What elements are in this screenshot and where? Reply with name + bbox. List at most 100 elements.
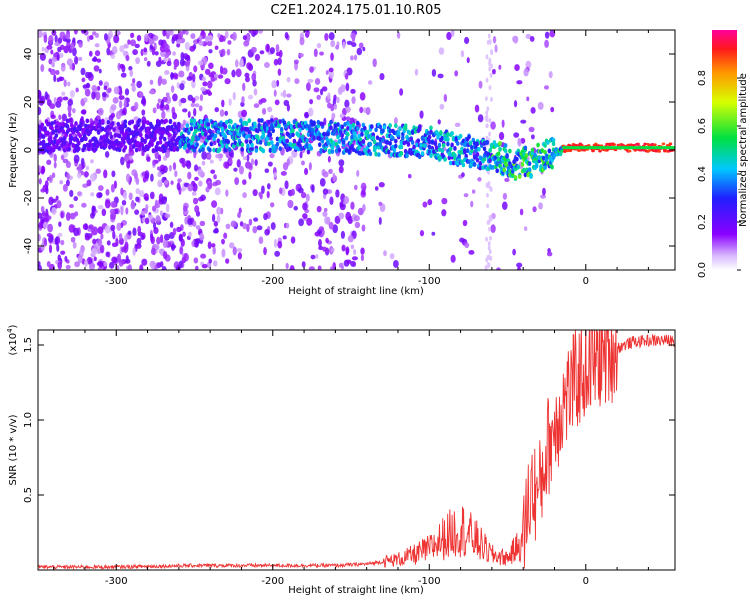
noise-mark: [273, 171, 277, 178]
noise-mark: [89, 34, 94, 41]
signal-band-mark: [581, 146, 584, 150]
noise-mark: [332, 224, 338, 234]
noise-mark: [150, 262, 155, 270]
signal-mark: [278, 138, 283, 144]
signal-mark: [162, 128, 167, 134]
noise-mark: [40, 205, 45, 213]
noise-mark: [282, 89, 287, 99]
noise-mark: [280, 92, 284, 97]
signal-mark: [327, 149, 332, 155]
noise-mark: [186, 160, 192, 170]
colorbar-label: Normalized spectral amplitude: [738, 73, 749, 227]
spectrogram-y-label: Frequency (Hz): [8, 112, 19, 188]
signal-mark: [340, 124, 345, 130]
noise-mark: [48, 67, 52, 73]
noise-mark: [328, 67, 334, 73]
noise-mark: [284, 180, 289, 190]
noise-mark: [258, 191, 263, 198]
noise-mark: [346, 259, 352, 264]
signal-mark: [109, 134, 114, 140]
noise-mark: [213, 73, 219, 79]
signal-mark: [189, 118, 194, 123]
signal-mark: [255, 128, 260, 134]
noise-mark: [309, 66, 314, 73]
signal-mark: [320, 138, 325, 144]
noise-mark: [358, 42, 364, 49]
noise-mark: [86, 256, 93, 265]
signal-mark: [143, 138, 147, 144]
noise-mark: [38, 89, 42, 99]
stripe-mark: [485, 77, 489, 83]
noise-mark: [159, 210, 163, 217]
noise-mark: [419, 230, 425, 237]
noise-mark: [154, 150, 159, 160]
noise-mark: [95, 168, 101, 174]
noise-mark: [264, 168, 270, 173]
noise-mark: [84, 259, 88, 268]
signal-band-mark: [603, 146, 606, 150]
noise-mark: [502, 192, 508, 200]
y-tick-label: 1.5: [23, 337, 34, 353]
stripe-mark: [487, 245, 491, 251]
signal-mark: [233, 122, 238, 128]
noise-mark: [97, 226, 104, 235]
noise-mark: [93, 65, 100, 72]
noise-mark: [275, 43, 280, 53]
signal-mark: [355, 120, 360, 126]
signal-mark: [88, 142, 92, 148]
noise-mark: [77, 254, 83, 264]
noise-mark: [136, 80, 143, 89]
noise-mark: [83, 171, 90, 178]
signal-mark: [160, 134, 164, 139]
signal-mark: [612, 143, 616, 146]
noise-mark: [53, 153, 57, 163]
noise-mark: [57, 254, 62, 262]
noise-mark: [330, 52, 334, 61]
signal-mark: [130, 119, 135, 125]
signal-mark: [208, 147, 212, 153]
noise-mark: [478, 80, 483, 89]
stripe-mark: [485, 110, 489, 116]
noise-mark: [108, 30, 114, 39]
noise-mark: [193, 164, 199, 172]
noise-mark: [345, 82, 350, 92]
stripe-mark: [486, 192, 489, 198]
signal-mark: [172, 146, 177, 152]
noise-mark: [219, 109, 225, 117]
noise-mark: [241, 109, 248, 118]
noise-mark: [514, 64, 520, 71]
signal-mark: [326, 131, 330, 137]
colorbar-ticks: 0.0 0.2 0.4 0.6 0.8: [697, 70, 741, 278]
signal-mark: [260, 125, 264, 131]
noise-mark: [542, 187, 546, 196]
signal-mark: [537, 155, 542, 161]
x-tick-label: -100: [418, 576, 441, 587]
signal-mark: [475, 141, 480, 147]
noise-mark: [305, 193, 310, 202]
signal-mark: [358, 137, 363, 143]
signal-mark: [332, 141, 336, 146]
noise-mark: [184, 216, 189, 225]
noise-mark: [41, 46, 45, 52]
signal-mark: [216, 129, 221, 135]
signal-mark: [284, 124, 288, 129]
signal-mark: [185, 123, 190, 128]
noise-mark: [437, 119, 441, 125]
noise-mark: [190, 102, 196, 108]
signal-mark: [220, 143, 225, 149]
signal-mark: [420, 151, 425, 156]
signal-band-mark: [629, 146, 632, 150]
x-tick-label: -300: [105, 576, 128, 587]
y-tick-label: 0: [23, 147, 34, 153]
signal-mark: [267, 119, 271, 125]
noise-mark: [501, 119, 505, 128]
stripe-mark: [488, 85, 492, 91]
spectrogram-marks: [38, 30, 675, 270]
noise-mark: [174, 170, 178, 178]
noise-mark: [198, 180, 203, 187]
noise-mark: [57, 37, 63, 44]
noise-mark: [96, 58, 102, 63]
noise-mark: [342, 107, 347, 116]
signal-band-mark: [643, 146, 646, 150]
signal-mark: [150, 142, 154, 147]
